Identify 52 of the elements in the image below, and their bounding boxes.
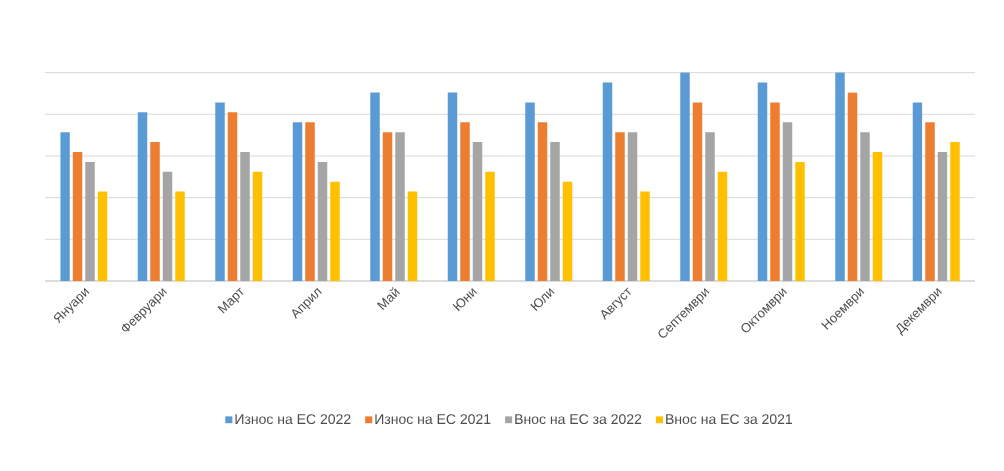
bar [382, 132, 393, 281]
legend-label: Износ на ЕС 2021 [375, 414, 491, 425]
bar [795, 161, 805, 281]
bar [137, 112, 148, 281]
bar [717, 171, 728, 281]
bar [162, 171, 173, 281]
bar [680, 72, 690, 281]
bar [835, 72, 845, 281]
bar [72, 151, 83, 281]
bar [317, 161, 328, 281]
bar [705, 132, 715, 281]
bar [550, 141, 560, 281]
legend-label: Внос на ЕС за 2021 [666, 414, 793, 425]
bar [912, 102, 923, 281]
bar [537, 122, 548, 281]
bar [97, 191, 108, 281]
bar [227, 112, 238, 281]
bar [692, 102, 703, 281]
bar [395, 132, 405, 281]
bar [252, 171, 263, 281]
bar [937, 151, 948, 281]
bar [860, 132, 870, 281]
bar [847, 92, 858, 281]
bar [562, 181, 573, 281]
bar [757, 82, 768, 281]
bar [627, 132, 638, 281]
bar [305, 122, 315, 281]
bar [370, 92, 380, 281]
bar [330, 181, 340, 281]
bar [407, 191, 418, 281]
bar [602, 82, 613, 281]
bar [447, 92, 458, 281]
bar [485, 171, 495, 281]
bar [472, 141, 483, 281]
bar [770, 102, 780, 281]
bar [292, 122, 303, 281]
bar [240, 151, 250, 281]
bar [925, 122, 935, 281]
bar [640, 191, 650, 281]
bar [615, 132, 625, 281]
bar [85, 161, 95, 281]
bar [950, 141, 960, 281]
bar [525, 102, 535, 281]
bar [872, 151, 883, 281]
bar [175, 191, 185, 281]
bar [215, 102, 225, 281]
legend-label: Износ на ЕС 2022 [235, 414, 351, 425]
bar [60, 132, 70, 281]
legend-label: Внос на ЕС за 2022 [515, 414, 642, 425]
bar [782, 122, 793, 281]
bar [150, 141, 160, 281]
bar [460, 122, 470, 281]
